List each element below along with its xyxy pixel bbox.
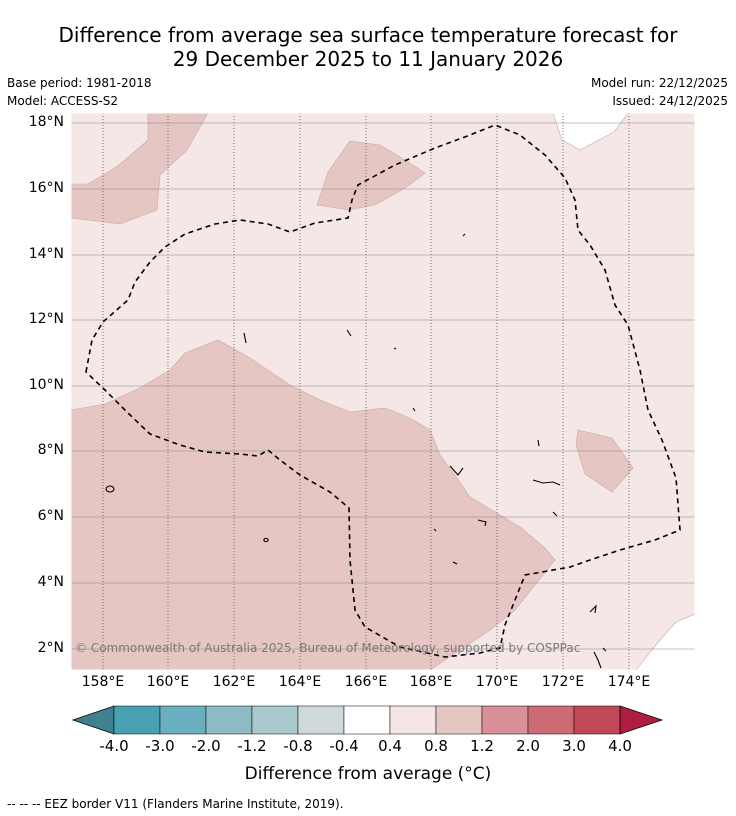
island [105,485,115,493]
lon-label-158e: 158°E [81,674,125,690]
colorbar-tick-label: -4.0 [99,737,129,755]
map-title-line-1: Difference from average sea surface temp… [58,23,678,47]
island [589,604,597,614]
lat-label-12n: 12°N [28,311,64,327]
map-frame [70,112,696,671]
island [462,233,466,237]
colorbar-segment [251,705,299,735]
warm-anomaly-region-east [575,429,634,493]
island [449,465,464,476]
eez-legend-footer: -- -- -- EEZ border V11 (Flanders Marine… [7,797,344,811]
map-area [71,113,695,670]
map-title-line-2: 29 December 2025 to 11 January 2026 [172,47,564,71]
island [243,332,247,344]
lon-label-174e: 174°E [607,674,651,690]
colorbar-segment [159,705,207,735]
lat-label-2n: 2°N [37,640,64,656]
colorbar-tick-label: -1.2 [237,737,267,755]
colorbar-tick-label: -2.0 [191,737,221,755]
colorbar-tick-label: -0.8 [283,737,313,755]
islands [105,233,607,669]
island [433,528,437,532]
colorbar-tick-label: 0.4 [378,737,402,755]
neutral-region-southeast [635,613,695,670]
island [537,439,540,447]
island [412,407,416,412]
colorbar-tick-label: -0.4 [329,737,359,755]
lon-label-170e: 170°E [475,674,519,690]
colorbar-over-triangle [619,705,664,735]
island [532,479,561,486]
colorbar-title: Difference from average (°C) [244,764,492,784]
colorbar-tick-label: 1.2 [470,737,494,755]
island [552,511,558,517]
base-period: Base period: 1981-2018 [7,76,152,90]
latitude-lines [71,122,695,650]
island [346,329,352,337]
lon-label-160e: 160°E [146,674,190,690]
lat-label-14n: 14°N [28,246,64,262]
lon-label-162e: 162°E [212,674,256,690]
colorbar-segment [205,705,253,735]
colorbar-segment [389,705,437,735]
colorbar-segment [113,705,161,735]
right-metadata: Model run: 22/12/2025 Issued: 24/12/2025 [591,74,728,110]
lon-label-164e: 164°E [278,674,322,690]
colorbar-under-triangle [71,705,115,735]
colorbar-tick-label: 3.0 [562,737,586,755]
lat-label-10n: 10°N [28,377,64,393]
model-name: Model: ACCESS-S2 [7,94,119,108]
warm-anomaly-region-northwest [71,113,209,225]
lat-label-6n: 6°N [37,508,64,524]
left-metadata: Base period: 1981-2018 Model: ACCESS-S2 [7,74,152,110]
model-run: Model run: 22/12/2025 [590,76,728,90]
lat-label-18n: 18°N [28,114,64,130]
island [452,561,458,565]
lon-label-166e: 166°E [344,674,388,690]
neutral-region-northeast [552,113,629,151]
lat-label-16n: 16°N [28,180,64,196]
warm-anomaly-region-north [316,140,426,211]
eez-border [85,124,681,658]
island [593,651,602,669]
island [602,647,607,652]
lat-label-8n: 8°N [37,442,64,458]
island [393,347,397,350]
lat-label-4n: 4°N [37,574,64,590]
lon-label-172e: 172°E [541,674,585,690]
colorbar-tick-label: 4.0 [608,737,632,755]
colorbar-segment [435,705,483,735]
colorbar-tick-label: 0.8 [424,737,448,755]
colorbar-tick-label: 2.0 [516,737,540,755]
copyright-notice: © Commonwealth of Australia 2025, Bureau… [75,641,581,655]
warm-anomaly-region-south [71,339,556,670]
island [263,537,269,543]
colorbar-segment [297,705,345,735]
island [477,519,487,527]
lon-label-168e: 168°E [409,674,453,690]
colorbar-segment [527,705,575,735]
colorbar-segment [481,705,529,735]
colorbar-segment [343,705,391,735]
colorbar-tick-label: -3.0 [145,737,175,755]
colorbar [71,705,664,735]
colorbar-segment [573,705,621,735]
issued-date: Issued: 24/12/2025 [612,94,728,108]
